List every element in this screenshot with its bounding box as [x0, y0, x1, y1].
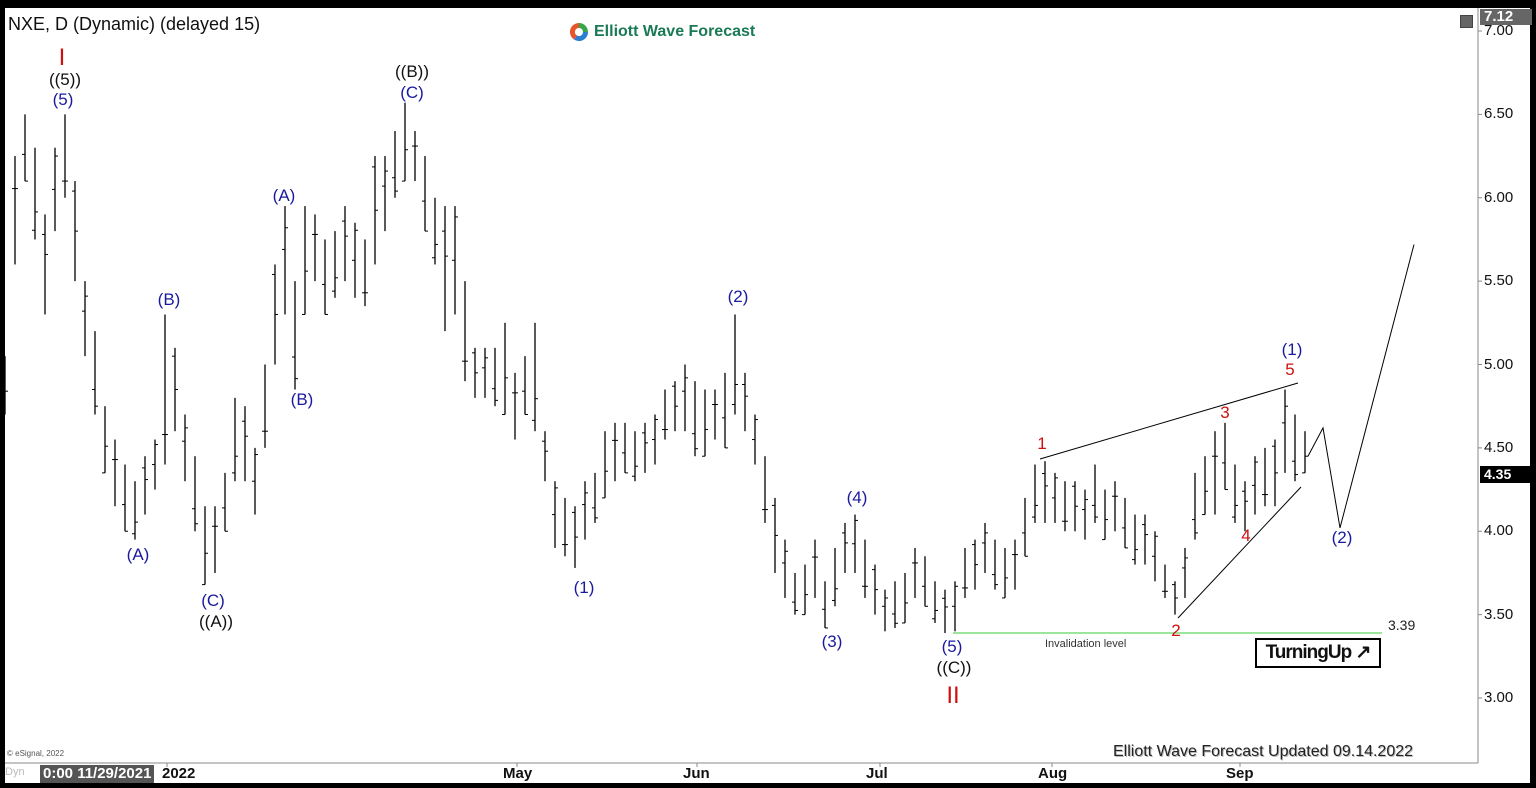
turning-up-badge: TurningUp ↗: [1255, 638, 1381, 668]
wave-label: (5): [52, 90, 74, 109]
wave-label: (A): [272, 186, 296, 205]
chart-title: NXE, D (Dynamic) (delayed 15): [8, 14, 261, 34]
logo-icon: [569, 22, 588, 42]
wave-label: 3: [1220, 403, 1230, 422]
wave-label: I: [58, 44, 66, 71]
wave-label: ((5)): [48, 70, 82, 89]
y-tick-label: 5.00: [1484, 355, 1514, 373]
wave-label: 5: [1285, 360, 1295, 379]
y-tick-label: 6.50: [1484, 105, 1514, 123]
wave-label: 4: [1241, 526, 1251, 545]
high-price-flag: 7.12: [1480, 9, 1532, 25]
invalidation-label: Invalidation level: [1045, 638, 1127, 650]
wave-label: 2: [1171, 621, 1181, 640]
y-tick-label: 7.00: [1484, 22, 1514, 39]
wave-label: (C): [201, 591, 225, 610]
wave-label: (4): [846, 488, 868, 507]
y-tick-label: 3.50: [1484, 605, 1514, 623]
wave-label: 1: [1037, 434, 1047, 453]
last-price-flag: 4.35: [1480, 466, 1532, 483]
chart-frame: [5, 8, 1530, 783]
wave-label: ((A)): [199, 612, 233, 631]
wave-label: (B): [157, 290, 181, 309]
wave-label: (B): [290, 390, 314, 409]
y-tick-label: 4.00: [1484, 522, 1514, 540]
projection-path: [1307, 244, 1415, 529]
cursor-date-readout: 0:00 11/29/2021: [40, 765, 155, 783]
y-tick-label: 6.00: [1484, 188, 1514, 206]
wave-label: (C): [400, 83, 424, 102]
wave-label: (1): [1281, 340, 1303, 359]
y-tick-label: 4.50: [1484, 438, 1514, 456]
copyright: © eSignal, 2022: [7, 749, 65, 758]
x-tick-label: Jun: [683, 765, 710, 782]
y-tick-label: 3.00: [1484, 689, 1514, 706]
upper-trendline: [1039, 382, 1299, 460]
wave-label: (1): [573, 578, 595, 597]
y-tick-label: 5.50: [1484, 272, 1514, 290]
wave-label: (A): [126, 545, 150, 564]
x-tick-label: May: [503, 765, 533, 782]
wave-label: II: [946, 682, 960, 709]
x-tick-label: Sep: [1226, 765, 1254, 782]
logo-text: Elliott Wave Forecast: [594, 23, 756, 40]
wave-label: (2): [727, 287, 749, 306]
logo: Elliott Wave Forecast: [568, 21, 755, 43]
x-tick-label: Jul: [866, 765, 888, 782]
dynamic-mode-label[interactable]: Dyn: [5, 766, 25, 778]
lower-trendline: [1177, 486, 1302, 619]
wave-label: (2): [1331, 528, 1353, 547]
wave-label: (5): [941, 637, 963, 656]
wave-label: ((B)): [395, 62, 429, 81]
wave-label: (3): [821, 632, 843, 651]
invalidation-value: 3.39: [1388, 617, 1416, 633]
restore-window-icon[interactable]: [1460, 15, 1473, 28]
wave-label: ((C)): [936, 658, 972, 677]
x-tick-label: 2022: [162, 765, 196, 782]
updated-caption: Elliott Wave Forecast Updated 09.14.2022: [1113, 743, 1414, 760]
x-tick-label: Aug: [1038, 765, 1068, 782]
